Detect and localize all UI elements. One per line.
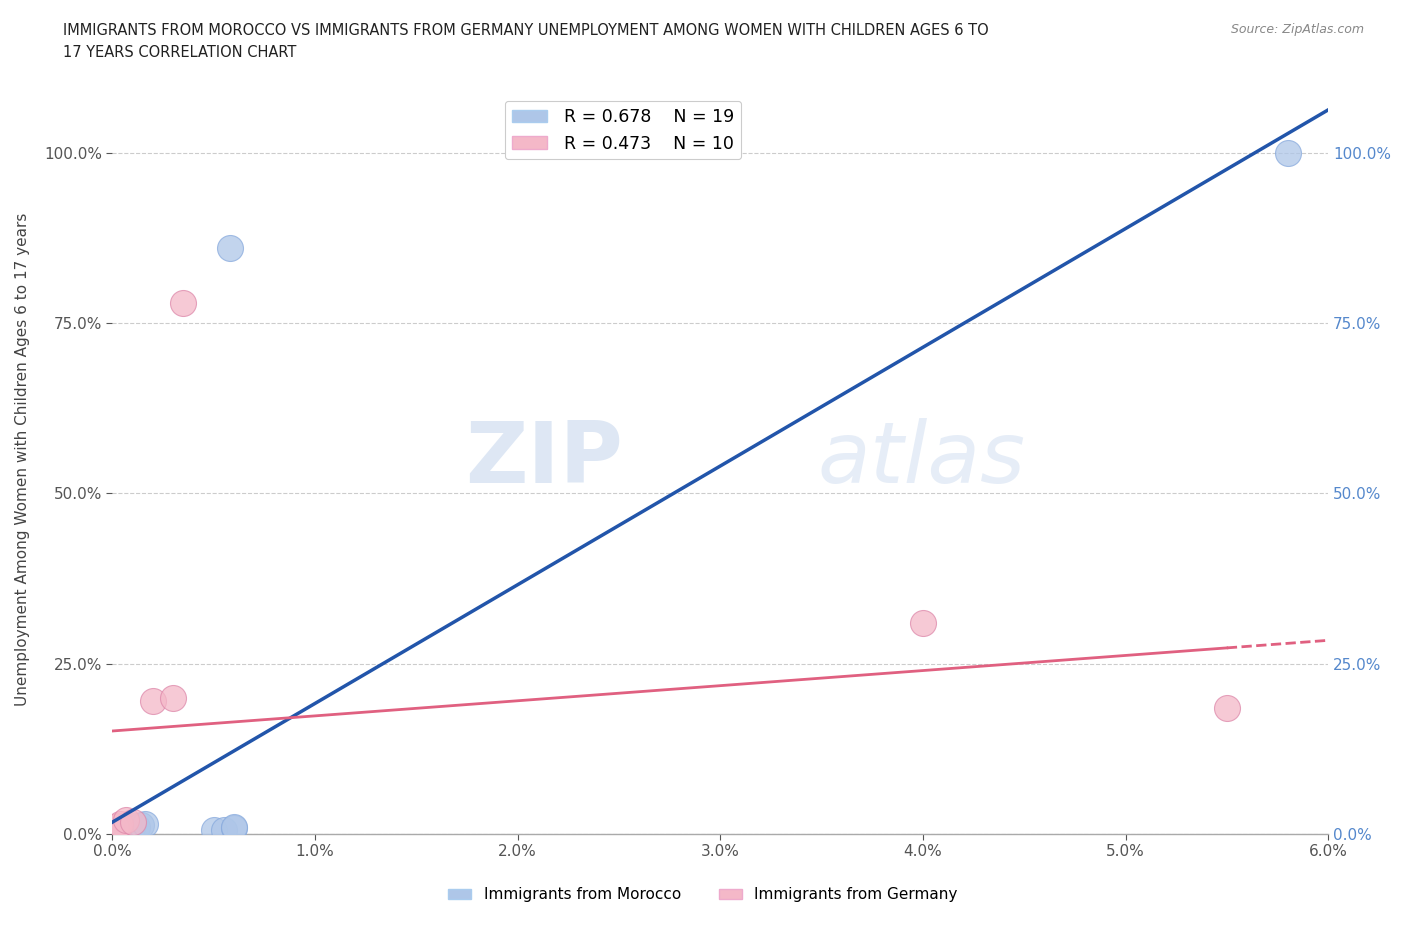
Point	[172, 295, 194, 310]
Legend: R = 0.678    N = 19, R = 0.473    N = 10: R = 0.678 N = 19, R = 0.473 N = 10	[505, 101, 741, 159]
Y-axis label: Unemployment Among Women with Children Ages 6 to 17 years: Unemployment Among Women with Children A…	[15, 213, 30, 706]
Point	[105, 823, 128, 838]
Point	[117, 819, 139, 834]
Text: atlas: atlas	[817, 418, 1025, 500]
Point	[111, 822, 134, 837]
Point	[218, 241, 240, 256]
Text: IMMIGRANTS FROM MOROCCO VS IMMIGRANTS FROM GERMANY UNEMPLOYMENT AMONG WOMEN WITH: IMMIGRANTS FROM MOROCCO VS IMMIGRANTS FR…	[63, 23, 988, 38]
Point	[142, 694, 165, 709]
Point	[125, 819, 148, 834]
Point	[110, 817, 132, 831]
Point	[911, 616, 934, 631]
Point	[107, 818, 129, 833]
Legend: Immigrants from Morocco, Immigrants from Germany: Immigrants from Morocco, Immigrants from…	[443, 882, 963, 909]
Point	[105, 819, 128, 834]
Point	[1216, 700, 1239, 715]
Point	[134, 817, 156, 831]
Point	[162, 690, 184, 705]
Point	[222, 821, 245, 836]
Text: Source: ZipAtlas.com: Source: ZipAtlas.com	[1230, 23, 1364, 36]
Point	[111, 823, 134, 838]
Point	[110, 823, 132, 838]
Point	[222, 819, 245, 834]
Point	[110, 822, 132, 837]
Point	[121, 814, 143, 829]
Point	[202, 823, 225, 838]
Point	[115, 813, 138, 828]
Point	[114, 821, 136, 836]
Text: ZIP: ZIP	[465, 418, 623, 500]
Point	[121, 818, 143, 833]
Point	[212, 822, 235, 837]
Text: 17 YEARS CORRELATION CHART: 17 YEARS CORRELATION CHART	[63, 45, 297, 60]
Point	[129, 817, 152, 832]
Point	[1277, 145, 1299, 160]
Point	[107, 823, 129, 838]
Point	[115, 821, 138, 836]
